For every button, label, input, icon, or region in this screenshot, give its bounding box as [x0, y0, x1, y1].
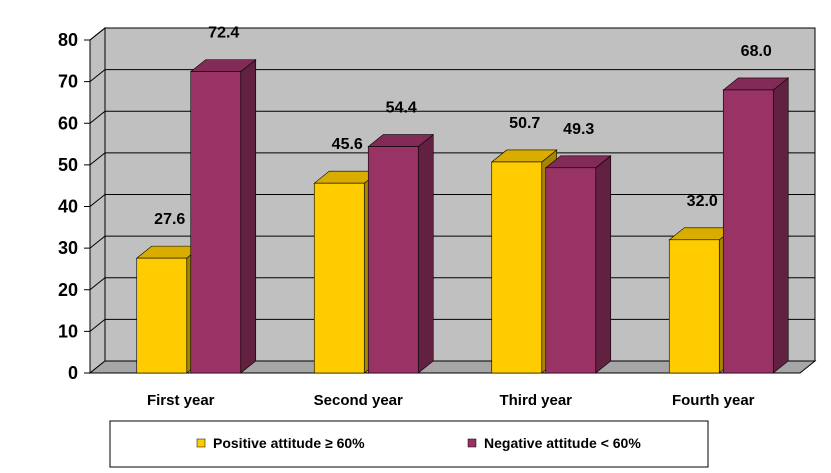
bar-negative-0	[189, 59, 257, 374]
data-label: 32.0	[687, 193, 718, 210]
y-tick-label: 70	[58, 72, 78, 92]
bar-front	[190, 71, 242, 374]
bar-negative-1	[367, 133, 435, 374]
bar-front	[491, 161, 543, 374]
legend-swatch-negative	[467, 438, 477, 448]
y-tick-label: 40	[58, 197, 78, 217]
bar-negative-2	[544, 155, 612, 374]
bar-front	[367, 146, 419, 374]
y-tick-label: 0	[68, 363, 78, 383]
gridline	[89, 27, 815, 41]
data-label: 45.6	[332, 136, 363, 153]
data-label: 49.3	[563, 121, 594, 138]
gridline	[89, 110, 815, 124]
bar-front	[668, 239, 720, 374]
x-axis-categories: First year Second year Third year Fourth ye…	[147, 392, 755, 409]
data-label: 27.6	[154, 211, 185, 228]
y-tick-label: 50	[58, 155, 78, 175]
legend-swatch-positive	[196, 438, 206, 448]
data-label: 68.0	[741, 43, 772, 60]
bar-side	[240, 59, 257, 374]
bar-front	[722, 89, 774, 374]
y-axis: 0 10 20 30 40 50 60 70 80	[58, 30, 800, 383]
bar-front	[136, 257, 188, 374]
y-tick-label: 10	[58, 321, 78, 341]
bar-front	[313, 182, 365, 374]
data-label: 50.7	[509, 115, 540, 132]
x-tick-label: Third year	[499, 392, 572, 409]
bar-negative-3	[722, 77, 790, 374]
x-tick-label: First year	[147, 392, 215, 409]
x-tick-label: Fourth year	[672, 392, 755, 409]
legend-box	[109, 420, 709, 468]
bar-front	[545, 167, 597, 374]
legend-label-negative: Negative attitude < 60%	[484, 435, 641, 451]
bar-side	[595, 155, 612, 374]
gridline	[89, 152, 815, 166]
data-label: 72.4	[208, 25, 239, 42]
legend-label-positive: Positive attitude ≥ 60%	[213, 435, 365, 451]
legend: Positive attitude ≥ 60% Negative attitud…	[109, 420, 709, 468]
y-tick-label: 80	[58, 30, 78, 50]
bars	[135, 59, 790, 374]
y-tick-label: 60	[58, 113, 78, 133]
data-labels: 27.6 72.4 45.6 54.4 50.7 49.3 32.0 68.0	[154, 25, 772, 228]
bar-side	[417, 133, 434, 374]
bar-side	[772, 77, 789, 374]
data-label: 54.4	[386, 100, 417, 117]
x-tick-label: Second year	[314, 392, 403, 409]
y-tick-label: 30	[58, 238, 78, 258]
gridline	[89, 69, 815, 83]
y-tick-label: 20	[58, 280, 78, 300]
